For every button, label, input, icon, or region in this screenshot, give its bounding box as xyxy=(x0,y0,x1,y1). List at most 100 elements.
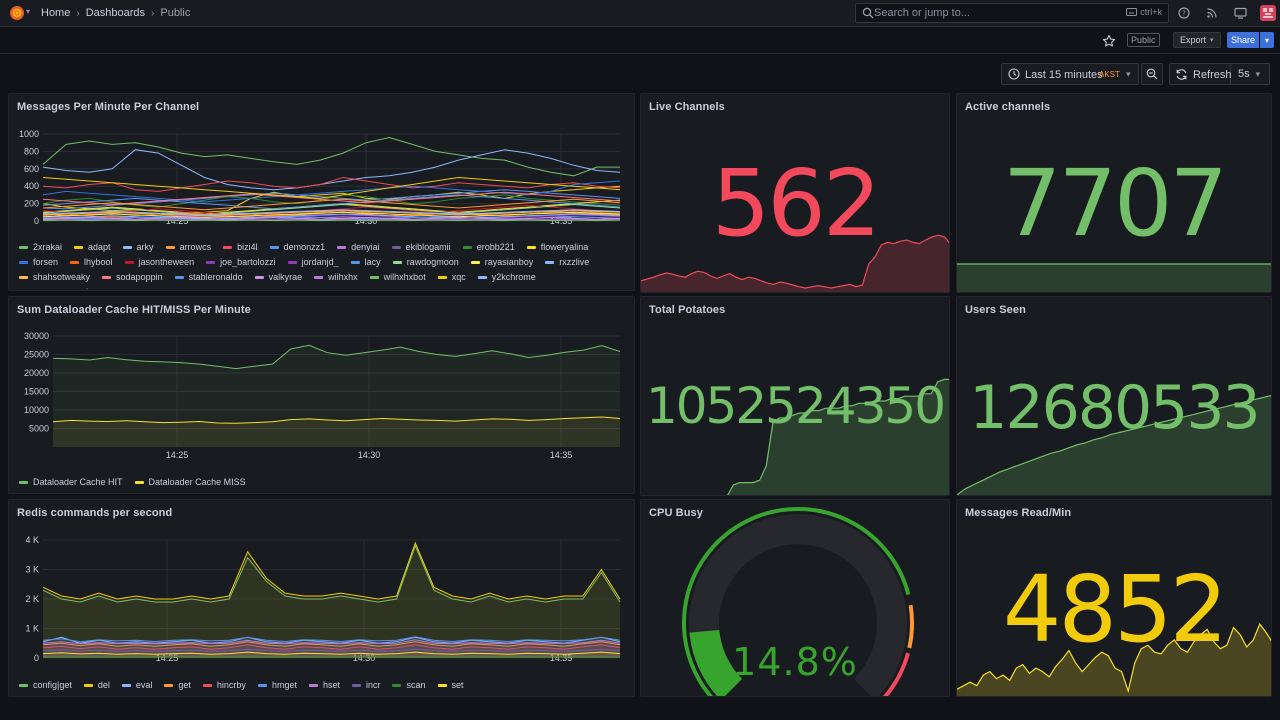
refresh-button[interactable]: Refresh xyxy=(1169,63,1232,85)
legend-label: Dataloader Cache MISS xyxy=(148,477,246,487)
legend-label: floweryalina xyxy=(540,242,589,252)
legend-item[interactable]: hmget xyxy=(257,680,297,690)
time-range-picker[interactable]: Last 15 minutes AKST ▾ xyxy=(1001,63,1139,85)
legend-label: wilhxhxbot xyxy=(383,272,426,282)
legend-item[interactable]: get xyxy=(164,680,191,690)
legend-label: rayasianboy xyxy=(484,257,534,267)
share-dropdown-button[interactable]: ▾ xyxy=(1260,32,1274,48)
legend-label: ekiblogamii xyxy=(405,242,451,252)
breadcrumb-dashboards[interactable]: Dashboards xyxy=(85,7,146,19)
legend-item[interactable]: y2kchrome xyxy=(477,272,536,282)
top-navbar: ▾ Home › Dashboards › Public ctrl+k ? xyxy=(0,0,1280,27)
legend-item[interactable]: stableronaldo xyxy=(174,272,243,282)
cpu-busy-value: 14.8% xyxy=(732,640,858,684)
legend-label: adapt xyxy=(88,242,111,252)
panel-messages-per-minute[interactable]: Messages Per Minute Per Channel 0 200 400 6… xyxy=(8,93,635,291)
legend-swatch xyxy=(19,291,28,292)
panel-total-potatoes[interactable]: Total Potatoes 1052524350 xyxy=(640,296,950,496)
user-avatar[interactable] xyxy=(1260,5,1276,21)
legend-swatch xyxy=(337,245,347,249)
legend-item[interactable]: demonzz1 xyxy=(269,242,325,252)
export-label: Export xyxy=(1180,35,1207,45)
legend-item[interactable]: config|get xyxy=(19,680,72,690)
y-tick-label: 5000 xyxy=(29,424,49,434)
legend-item[interactable]: lacy xyxy=(350,257,381,267)
refresh-interval-picker[interactable]: 5s ▾ xyxy=(1231,63,1270,85)
legend-item[interactable]: eval xyxy=(121,680,153,690)
legend-item[interactable]: rxzzlive xyxy=(545,257,589,267)
legend-item[interactable]: hset xyxy=(308,680,340,690)
legend-item[interactable]: bizi4l xyxy=(223,242,258,252)
series-line-del xyxy=(42,541,621,600)
share-button[interactable]: Share xyxy=(1227,32,1259,48)
legend-item[interactable]: jordanjd_ xyxy=(287,257,339,267)
panel-title: Users Seen xyxy=(965,304,1026,316)
grafana-logo-icon[interactable] xyxy=(9,5,25,21)
legend-label: hset xyxy=(322,680,340,690)
legend-item[interactable]: yourragegaming xyxy=(19,287,98,292)
search-input[interactable] xyxy=(874,5,1104,21)
panel-live-channels[interactable]: Live Channels 562 xyxy=(640,93,950,293)
legend-item[interactable]: sodapoppin xyxy=(102,272,163,282)
legend-item[interactable]: scan xyxy=(392,680,426,690)
legend-item[interactable]: shahsotweaky xyxy=(19,272,90,282)
chevron-down-icon[interactable]: ▾ xyxy=(26,7,31,16)
legend-item[interactable]: ekiblogamii xyxy=(391,242,451,252)
legend-item[interactable]: valkyrae xyxy=(254,272,302,282)
panel-redis-commands[interactable]: Redis commands per second 0 1 K 2 K 3 K 4 K 1… xyxy=(8,499,635,697)
total-potatoes-value: 1052524350 xyxy=(645,377,946,435)
search-icon xyxy=(862,7,874,19)
legend-item[interactable]: floweryalina xyxy=(526,242,589,252)
legend-label: lhybool xyxy=(84,257,113,267)
legend-label: jasontheween xyxy=(138,257,195,267)
series-line-erobb221 xyxy=(42,194,621,208)
kiosk-mode-icon[interactable] xyxy=(1232,5,1248,21)
legend-label: shahsotweaky xyxy=(33,272,91,282)
legend-item[interactable]: Dataloader Cache MISS xyxy=(134,477,246,487)
legend-item[interactable]: forsen xyxy=(19,257,58,267)
legend-item[interactable]: del xyxy=(83,680,110,690)
panel-cache-hit-miss[interactable]: Sum Dataloader Cache HIT/MISS Per Minute… xyxy=(8,296,635,494)
legend-item[interactable]: set xyxy=(437,680,464,690)
export-button[interactable]: Export ▾ xyxy=(1173,32,1221,48)
legend-label: eval xyxy=(135,680,153,690)
legend-label: hmget xyxy=(271,680,297,690)
legend-item[interactable]: lhybool xyxy=(70,257,113,267)
star-icon[interactable] xyxy=(1102,34,1116,48)
series-line-hset xyxy=(42,639,621,645)
breadcrumb-current: Public xyxy=(160,7,191,19)
legend-item[interactable]: rayasianboy xyxy=(470,257,534,267)
legend-item[interactable]: arky xyxy=(122,242,154,252)
legend-item[interactable]: hincrby xyxy=(202,680,246,690)
legend-item[interactable]: joe_bartolozzi xyxy=(206,257,276,267)
legend-item[interactable]: jasontheween xyxy=(124,257,195,267)
legend-item[interactable]: adapt xyxy=(74,242,111,252)
legend-item[interactable]: arrowcs xyxy=(165,242,211,252)
news-feed-icon[interactable] xyxy=(1204,5,1220,21)
legend-item[interactable]: erobb221 xyxy=(462,242,515,252)
legend-item[interactable]: wilhxhxbot xyxy=(369,272,426,282)
legend-item[interactable]: xqc xyxy=(437,272,466,282)
panel-title: Total Potatoes xyxy=(649,304,726,316)
legend-item[interactable]: rawdogmoon xyxy=(392,257,459,267)
search-bar[interactable]: ctrl+k xyxy=(855,3,1169,23)
panel-active-channels[interactable]: Active channels 7707 xyxy=(956,93,1272,293)
breadcrumb-home[interactable]: Home xyxy=(41,7,71,19)
help-icon[interactable]: ? xyxy=(1176,5,1192,21)
legend-label: rxzzlive xyxy=(559,257,590,267)
panel-cpu-busy[interactable]: CPU Busy 14.8% xyxy=(640,499,950,697)
messages-read-sparkline xyxy=(957,622,1271,696)
users-seen-sparkline xyxy=(957,394,1271,495)
panel-users-seen[interactable]: Users Seen 12680533 xyxy=(956,296,1272,496)
legend-item[interactable]: incr xyxy=(351,680,380,690)
legend-item[interactable]: denyiai xyxy=(337,242,380,252)
legend-item[interactable]: 2xrakai xyxy=(19,242,62,252)
legend-swatch xyxy=(269,245,279,249)
legend-item[interactable]: Dataloader Cache HIT xyxy=(19,477,123,487)
panel-title: Sum Dataloader Cache HIT/MISS Per Minute xyxy=(17,304,251,316)
y-tick-label: 3 K xyxy=(25,565,39,575)
panel-messages-read-min[interactable]: Messages Read/Min 4852 xyxy=(956,499,1272,697)
legend-item[interactable]: wiihxhx xyxy=(314,272,358,282)
zoom-out-button[interactable] xyxy=(1141,63,1163,85)
gauge-threshold-orange xyxy=(907,604,915,649)
